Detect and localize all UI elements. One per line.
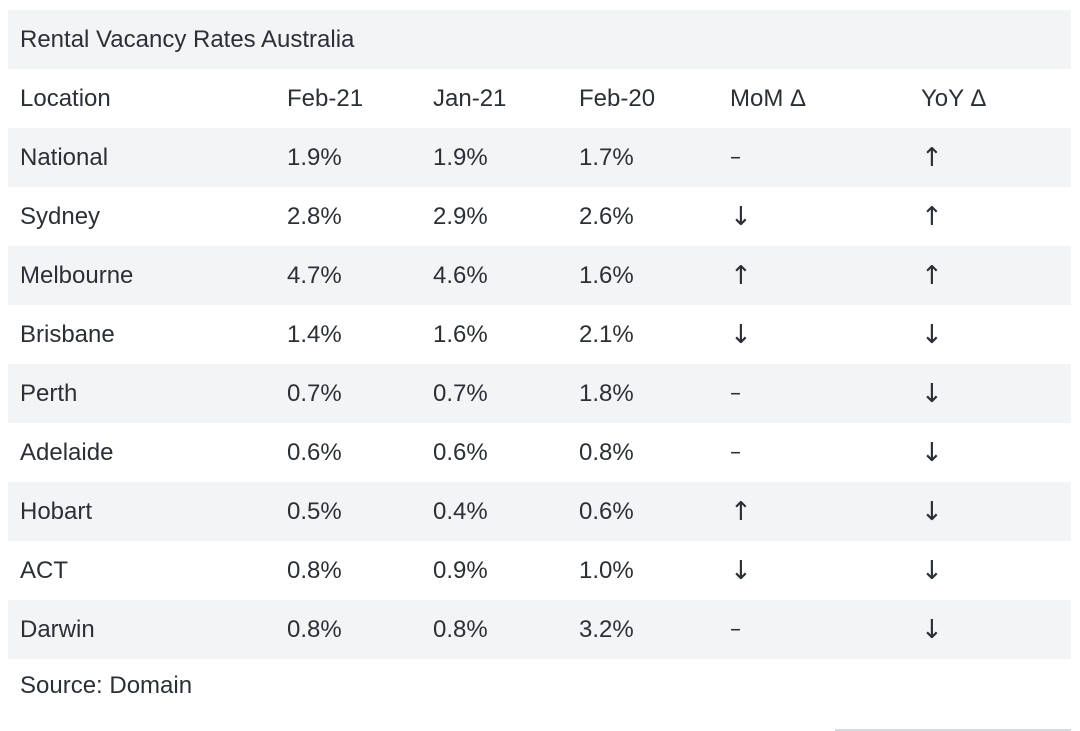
cell-feb20: 1.6% bbox=[579, 261, 634, 289]
cell-location: Sydney bbox=[20, 202, 101, 230]
cell-feb21: 0.5% bbox=[287, 497, 342, 525]
cell-jan21: 2.9% bbox=[433, 202, 488, 230]
cell-mom: ↓ bbox=[730, 555, 752, 586]
cell-feb21: 0.7% bbox=[287, 379, 342, 407]
table-row: Darwin 0.8% 0.8% 3.2% – ↓ bbox=[8, 600, 1071, 659]
table-row: Sydney 2.8% 2.9% 2.6% ↓ ↑ bbox=[8, 187, 1071, 246]
cell-yoy: ↑ bbox=[921, 201, 943, 232]
cell-location: Perth bbox=[20, 379, 78, 407]
cell-yoy: ↓ bbox=[921, 555, 943, 586]
table-row: Brisbane 1.4% 1.6% 2.1% ↓ ↓ bbox=[8, 305, 1071, 364]
cell-jan21: 4.6% bbox=[433, 261, 488, 289]
cell-location: Hobart bbox=[20, 497, 93, 525]
cell-yoy: ↓ bbox=[921, 496, 943, 527]
cell-yoy: ↓ bbox=[921, 437, 943, 468]
cell-feb20: 2.1% bbox=[579, 320, 634, 348]
cell-feb21: 1.9% bbox=[287, 143, 342, 171]
table-row: Hobart 0.5% 0.4% 0.6% ↑ ↓ bbox=[8, 482, 1071, 541]
vacancy-table: Rental Vacancy Rates Australia Location … bbox=[8, 10, 1071, 659]
cell-jan21: 0.6% bbox=[433, 438, 488, 466]
cell-jan21: 1.9% bbox=[433, 143, 488, 171]
header-location: Location bbox=[20, 84, 111, 112]
cell-feb20: 3.2% bbox=[579, 615, 634, 643]
table-title: Rental Vacancy Rates Australia bbox=[8, 10, 1071, 69]
cell-location: Melbourne bbox=[20, 261, 134, 289]
table-row: Adelaide 0.6% 0.6% 0.8% – ↓ bbox=[8, 423, 1071, 482]
cell-feb20: 0.8% bbox=[579, 438, 634, 466]
cell-yoy: ↓ bbox=[921, 614, 943, 645]
header-mom: MoM Δ bbox=[730, 84, 807, 112]
cell-jan21: 0.8% bbox=[433, 615, 488, 643]
table-row: ACT 0.8% 0.9% 1.0% ↓ ↓ bbox=[8, 541, 1071, 600]
cell-jan21: 0.9% bbox=[433, 556, 488, 584]
table-row: Melbourne 4.7% 4.6% 1.6% ↑ ↑ bbox=[8, 246, 1071, 305]
cell-yoy: ↓ bbox=[921, 378, 943, 409]
cell-yoy: ↑ bbox=[921, 142, 943, 173]
cell-mom: – bbox=[730, 381, 741, 406]
cell-feb20: 1.7% bbox=[579, 143, 634, 171]
cell-feb21: 0.8% bbox=[287, 556, 342, 584]
cell-jan21: 0.7% bbox=[433, 379, 488, 407]
cell-mom: ↑ bbox=[730, 260, 752, 291]
cell-yoy: ↓ bbox=[921, 319, 943, 350]
source-note: Source: Domain bbox=[20, 672, 193, 699]
cell-jan21: 1.6% bbox=[433, 320, 488, 348]
cell-feb20: 1.0% bbox=[579, 556, 634, 584]
table-header-row: Location Feb-21 Jan-21 Feb-20 MoM Δ YoY … bbox=[8, 69, 1071, 128]
cell-feb21: 0.8% bbox=[287, 615, 342, 643]
header-feb20: Feb-20 bbox=[579, 84, 656, 112]
header-yoy: YoY Δ bbox=[921, 84, 987, 112]
cell-feb21: 4.7% bbox=[287, 261, 342, 289]
table-row: National 1.9% 1.9% 1.7% – ↑ bbox=[8, 128, 1071, 187]
cell-mom: ↓ bbox=[730, 201, 752, 232]
cell-mom: – bbox=[730, 145, 741, 170]
cell-feb21: 0.6% bbox=[287, 438, 342, 466]
divider bbox=[835, 729, 1071, 731]
cell-mom: ↑ bbox=[730, 496, 752, 527]
cell-location: ACT bbox=[20, 556, 68, 584]
cell-mom: – bbox=[730, 440, 741, 465]
header-feb21: Feb-21 bbox=[287, 84, 364, 112]
cell-feb20: 2.6% bbox=[579, 202, 634, 230]
cell-feb20: 0.6% bbox=[579, 497, 634, 525]
table-row: Perth 0.7% 0.7% 1.8% – ↓ bbox=[8, 364, 1071, 423]
cell-mom: ↓ bbox=[730, 319, 752, 350]
cell-yoy: ↑ bbox=[921, 260, 943, 291]
cell-jan21: 0.4% bbox=[433, 497, 488, 525]
cell-location: Brisbane bbox=[20, 320, 115, 348]
cell-mom: – bbox=[730, 617, 741, 642]
cell-feb20: 1.8% bbox=[579, 379, 634, 407]
cell-location: National bbox=[20, 143, 109, 171]
cell-feb21: 1.4% bbox=[287, 320, 342, 348]
cell-location: Adelaide bbox=[20, 438, 114, 466]
cell-feb21: 2.8% bbox=[287, 202, 342, 230]
header-jan21: Jan-21 bbox=[433, 84, 507, 112]
cell-location: Darwin bbox=[20, 615, 95, 643]
